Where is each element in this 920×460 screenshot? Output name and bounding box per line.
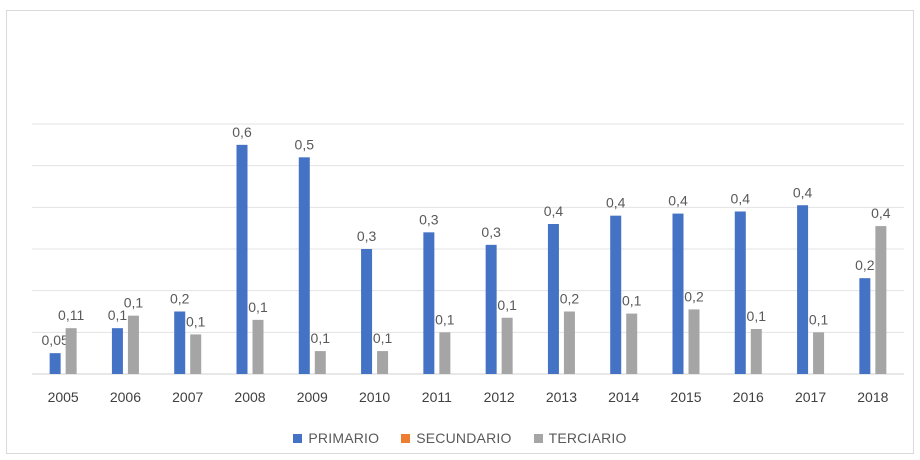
data-label-terciario: 0,1: [435, 311, 455, 327]
bar-primario: [423, 232, 435, 374]
x-tick-label: 2018: [857, 389, 888, 405]
bar-primario: [672, 213, 684, 374]
legend-item-secundario[interactable]: SECUNDARIO: [401, 430, 511, 446]
data-label-terciario: 0,11: [58, 307, 84, 323]
bar-chart: 0,050,1120050,10,120060,20,120070,60,120…: [32, 123, 904, 405]
legend-swatch-primario: [293, 433, 303, 443]
bar-terciario: [750, 329, 762, 374]
x-tick-label: 2012: [484, 389, 515, 405]
bar-terciario: [314, 351, 326, 374]
bar-terciario: [626, 313, 638, 374]
data-label-terciario: 0,2: [684, 288, 704, 304]
legend: PRIMARIO SECUNDARIO TERCIARIO: [0, 428, 920, 448]
x-tick-label: 2015: [670, 389, 701, 405]
bar-terciario: [190, 334, 202, 374]
data-label-terciario: 0,4: [871, 205, 891, 221]
bar-primario: [298, 157, 310, 374]
bar-terciario: [501, 317, 513, 374]
x-tick-label: 2007: [172, 389, 203, 405]
data-label-primario: 0,6: [232, 124, 252, 140]
legend-item-terciario[interactable]: TERCIARIO: [533, 430, 627, 446]
bar-terciario: [127, 315, 139, 374]
x-tick-label: 2017: [795, 389, 826, 405]
data-label-terciario: 0,2: [560, 291, 580, 307]
data-label-terciario: 0,1: [497, 297, 517, 313]
data-label-primario: 0,2: [170, 291, 190, 307]
bar-primario: [859, 278, 871, 374]
bar-terciario: [875, 226, 887, 374]
bar-terciario: [439, 332, 451, 374]
bar-primario: [547, 224, 559, 374]
data-label-primario: 0,4: [606, 195, 626, 211]
bar-primario: [734, 211, 746, 374]
data-label-terciario: 0,1: [124, 295, 144, 311]
bar-terciario: [813, 332, 825, 374]
x-tick-label: 2011: [422, 389, 452, 405]
bar-terciario: [65, 328, 77, 374]
x-tick-label: 2010: [359, 389, 390, 405]
x-tick-label: 2013: [546, 389, 577, 405]
bar-primario: [797, 205, 809, 374]
data-label-primario: 0,4: [731, 191, 751, 207]
data-label-terciario: 0,1: [809, 311, 829, 327]
data-label-terciario: 0,1: [311, 330, 331, 346]
data-label-terciario: 0,1: [186, 313, 206, 329]
bar-terciario: [377, 351, 389, 374]
data-label-primario: 0,5: [295, 136, 315, 152]
x-tick-label: 2006: [110, 389, 141, 405]
data-label-primario: 0,4: [544, 203, 564, 219]
legend-label-terciario: TERCIARIO: [548, 430, 627, 446]
chart-frame: [6, 10, 914, 454]
data-label-primario: 0,1: [108, 307, 128, 323]
bar-primario: [485, 244, 497, 374]
data-label-terciario: 0,1: [622, 293, 642, 309]
data-label-primario: 0,3: [481, 224, 501, 240]
data-label-terciario: 0,1: [373, 330, 393, 346]
data-label-primario: 0,05: [42, 332, 69, 348]
legend-item-primario[interactable]: PRIMARIO: [293, 430, 379, 446]
legend-label-primario: PRIMARIO: [308, 430, 380, 446]
bar-primario: [174, 311, 186, 374]
bar-primario: [111, 328, 123, 374]
data-label-terciario: 0,1: [248, 299, 268, 315]
bar-primario: [49, 353, 61, 374]
x-tick-label: 2008: [234, 389, 265, 405]
bar-terciario: [252, 319, 264, 374]
legend-swatch-terciario: [533, 433, 543, 443]
bar-primario: [361, 249, 373, 374]
x-tick-label: 2009: [297, 389, 328, 405]
data-label-terciario: 0,1: [747, 308, 767, 324]
x-tick-label: 2005: [48, 389, 79, 405]
x-tick-label: 2016: [733, 389, 764, 405]
bar-primario: [610, 215, 622, 374]
x-tick-label: 2014: [608, 389, 639, 405]
data-label-primario: 0,4: [793, 184, 813, 200]
legend-label-secundario: SECUNDARIO: [416, 430, 512, 446]
data-label-primario: 0,2: [855, 257, 875, 273]
bar-primario: [236, 144, 248, 374]
legend-swatch-secundario: [401, 433, 411, 443]
bar-terciario: [688, 309, 700, 374]
data-label-primario: 0,3: [419, 211, 439, 227]
data-label-primario: 0,3: [357, 228, 377, 244]
data-label-primario: 0,4: [668, 193, 688, 209]
bar-terciario: [563, 311, 575, 374]
